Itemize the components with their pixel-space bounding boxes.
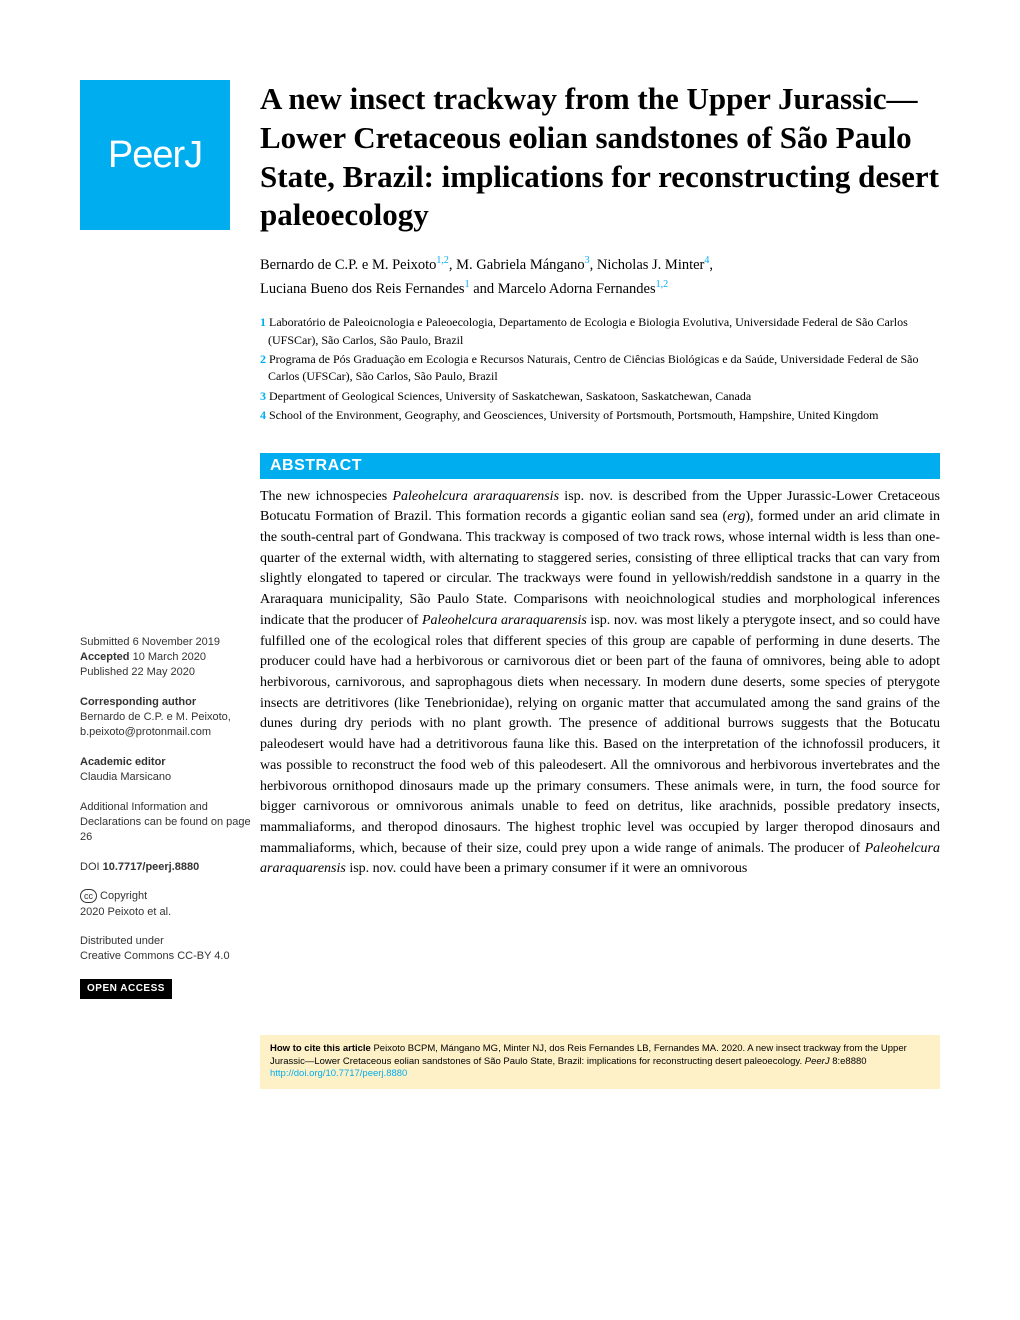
published-date: 22 May 2020: [128, 666, 195, 678]
author-5: and Marcelo Adorna Fernandes: [470, 280, 656, 296]
affiliation-3: Department of Geological Sciences, Unive…: [269, 389, 751, 403]
doi-value[interactable]: 10.7717/peerj.8880: [103, 861, 200, 873]
additional-info: Additional Information and Declarations …: [80, 800, 260, 846]
abstract-body: The new ichnospecies Paleohelcura araraq…: [260, 479, 940, 881]
author-1: Bernardo de C.P. e M. Peixoto: [260, 257, 436, 273]
published-label: Published: [80, 666, 128, 678]
header-layout: PeerJ A new insect trackway from the Upp…: [80, 80, 940, 427]
cc-icon: cc: [80, 889, 97, 903]
affiliation-4: School of the Environment, Geography, an…: [269, 408, 878, 422]
corr-name: Bernardo de C.P. e M. Peixoto,: [80, 711, 231, 723]
copyright-block: cc Copyright 2020 Peixoto et al.: [80, 889, 260, 920]
doi-label: DOI: [80, 861, 103, 873]
citation-link[interactable]: http://doi.org/10.7717/peerj.8880: [270, 1068, 407, 1079]
aff-num-1: 1: [260, 315, 269, 329]
affiliation-2: Programa de Pós Graduação em Ecologia e …: [268, 352, 918, 383]
author-4: Luciana Bueno dos Reis Fernandes: [260, 280, 465, 296]
editor-label: Academic editor: [80, 756, 166, 768]
dist-text: Creative Commons CC-BY 4.0: [80, 950, 230, 962]
editor-name: Claudia Marsicano: [80, 771, 171, 783]
body-layout: Submitted 6 November 2019 Accepted 10 Ma…: [80, 453, 940, 999]
title-column: A new insect trackway from the Upper Jur…: [260, 80, 940, 427]
corresponding-block: Corresponding author Bernardo de C.P. e …: [80, 695, 260, 741]
abstract-column: ABSTRACT The new ichnospecies Paleohelcu…: [260, 453, 940, 881]
corr-email: b.peixoto@protonmail.com: [80, 726, 211, 738]
author-1-aff: 1,2: [436, 255, 449, 266]
aff-num-3: 3: [260, 389, 269, 403]
corr-label: Corresponding author: [80, 696, 196, 708]
citation-box: How to cite this article Peixoto BCPM, M…: [260, 1035, 940, 1089]
author-sep2: , Nicholas J. Minter: [590, 257, 705, 273]
copyright-label: Copyright: [97, 890, 147, 902]
open-access-badge: OPEN ACCESS: [80, 979, 260, 999]
aff-num-2: 2: [260, 352, 269, 366]
accepted-date: 10 March 2020: [133, 651, 206, 663]
citation-vol: 8:e8880: [830, 1056, 867, 1067]
author-sep: , M. Gabriela Mángano: [449, 257, 585, 273]
authors: Bernardo de C.P. e M. Peixoto1,2, M. Gab…: [260, 253, 940, 300]
submitted-label: Submitted: [80, 636, 130, 648]
submitted-date: 6 November 2019: [130, 636, 221, 648]
author-5-aff: 1,2: [656, 279, 669, 290]
editor-block: Academic editor Claudia Marsicano: [80, 755, 260, 786]
citation-label: How to cite this article: [270, 1043, 371, 1054]
affiliation-1: Laboratório de Paleoicnologia e Paleoeco…: [268, 315, 908, 346]
page: PeerJ A new insect trackway from the Upp…: [0, 0, 1020, 1129]
dates-block: Submitted 6 November 2019 Accepted 10 Ma…: [80, 635, 260, 681]
aff-num-4: 4: [260, 408, 269, 422]
affiliations: 1 Laboratório de Paleoicnologia e Paleoe…: [260, 314, 940, 424]
copyright-text: 2020 Peixoto et al.: [80, 906, 171, 918]
distribution-block: Distributed under Creative Commons CC-BY…: [80, 934, 260, 965]
author-sep3: ,: [709, 257, 713, 273]
accepted-label: Accepted: [80, 651, 133, 663]
dist-label: Distributed under: [80, 935, 164, 947]
peerj-logo: PeerJ: [80, 80, 230, 230]
meta-sidebar: Submitted 6 November 2019 Accepted 10 Ma…: [80, 453, 260, 999]
abstract-header: ABSTRACT: [260, 453, 940, 479]
doi-block: DOI 10.7717/peerj.8880: [80, 860, 260, 875]
citation-journal: PeerJ: [805, 1056, 830, 1067]
open-access-text: OPEN ACCESS: [80, 979, 172, 999]
logo-text: PeerJ: [108, 134, 202, 177]
article-title: A new insect trackway from the Upper Jur…: [260, 80, 940, 235]
logo-column: PeerJ: [80, 80, 260, 230]
